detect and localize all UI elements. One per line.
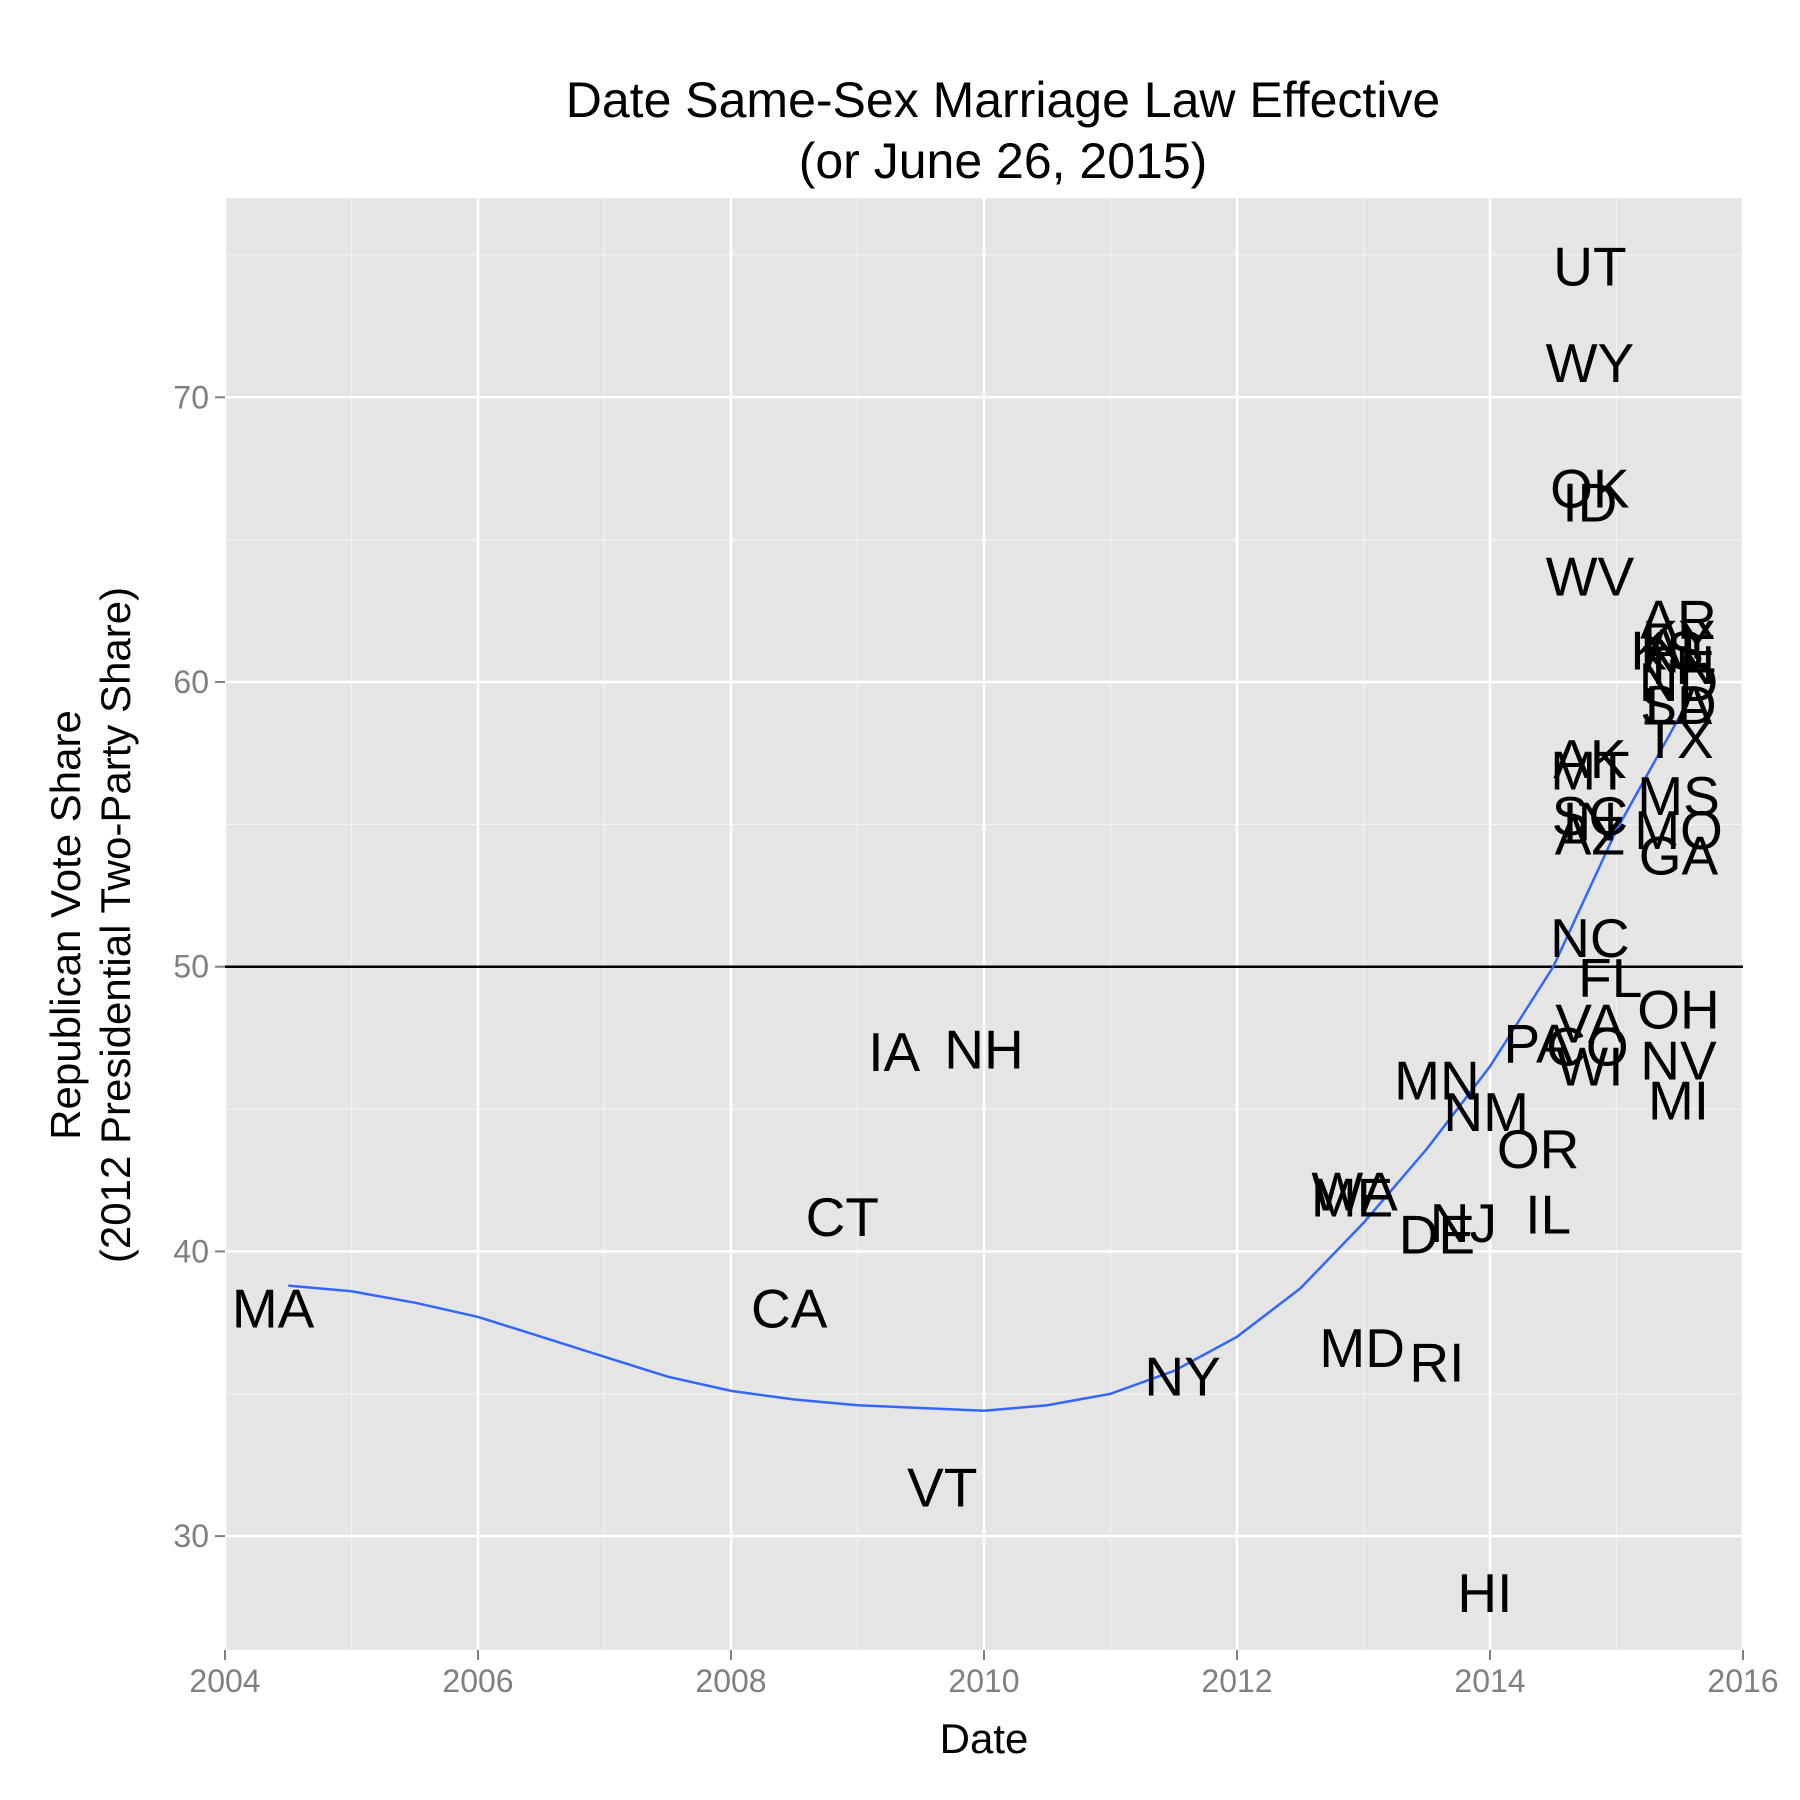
x-tick-label: 2006	[442, 1663, 513, 1699]
state-label-nv: NV	[1640, 1030, 1717, 1092]
state-label-ok: OK	[1550, 457, 1630, 519]
state-label-in: IN	[1562, 791, 1617, 853]
state-label-ms: MS	[1637, 765, 1720, 827]
y-tick-label: 70	[173, 379, 209, 415]
state-label-va: VA	[1555, 993, 1625, 1055]
axes: 2004 2006 2008 2010 2012 2014 2016 30 40 50 60 70	[173, 379, 1778, 1699]
state-label-la: LA	[1645, 674, 1713, 736]
state-label-co: CO	[1546, 1015, 1629, 1077]
state-label-ca: CA	[751, 1277, 828, 1339]
state-label-ga: GA	[1639, 825, 1719, 887]
state-label-mi: MI	[1648, 1070, 1709, 1132]
grid-lines	[223, 198, 1745, 1650]
state-label-de: DE	[1399, 1203, 1475, 1265]
state-label-ia: IA	[868, 1021, 920, 1083]
state-label-nh: NH	[944, 1018, 1023, 1080]
state-label-wy: WY	[1546, 332, 1635, 394]
x-tick-label: 2012	[1201, 1663, 1272, 1699]
state-label-mo: MO	[1634, 799, 1723, 861]
state-label-oh: OH	[1637, 978, 1720, 1040]
x-tick-label: 2010	[948, 1663, 1019, 1699]
state-label-ut: UT	[1553, 235, 1626, 297]
state-label-ri: RI	[1409, 1331, 1464, 1393]
state-label-pa: PA	[1503, 1013, 1573, 1075]
chart-title: Date Same-Sex Marriage Law Effective (or…	[566, 72, 1440, 189]
state-label-hi: HI	[1457, 1562, 1512, 1624]
state-label-ak: AK	[1553, 728, 1627, 790]
state-label-nc: NC	[1550, 907, 1629, 969]
state-label-vt: VT	[907, 1457, 977, 1519]
state-label-il: IL	[1525, 1183, 1571, 1245]
state-label-sd: SD	[1640, 674, 1716, 736]
smooth-trend-line	[288, 715, 1681, 1413]
state-label-ct: CT	[806, 1186, 879, 1248]
state-label-ny: NY	[1144, 1346, 1220, 1408]
state-label-or: OR	[1497, 1118, 1580, 1180]
state-label-me: ME	[1311, 1166, 1394, 1228]
state-label-nd: ND	[1639, 651, 1718, 713]
state-label-ma: MA	[232, 1277, 315, 1339]
state-label-ar: AR	[1640, 588, 1716, 650]
chart-title-line-2: (or June 26, 2015)	[799, 133, 1208, 189]
chart-title-line-1: Date Same-Sex Marriage Law Effective	[566, 72, 1440, 128]
state-label-id: ID	[1562, 472, 1617, 534]
state-label-az: AZ	[1555, 805, 1625, 867]
y-tick-label: 40	[173, 1233, 209, 1269]
y-tick-label: 60	[173, 664, 209, 700]
state-label-ky: KY	[1642, 608, 1715, 670]
state-label-ne: NE	[1640, 623, 1716, 685]
y-tick-label: 30	[173, 1518, 209, 1554]
state-label-tn: TN	[1642, 634, 1715, 696]
state-label-fl: FL	[1578, 947, 1642, 1009]
state-label-sc: SC	[1552, 785, 1628, 847]
y-axis-title-line-1: Republican Vote Share	[42, 710, 89, 1140]
y-axis-title: Republican Vote Share (2012 Presidential…	[42, 587, 139, 1263]
state-label-al: AL	[1645, 617, 1712, 679]
x-tick-label: 2004	[189, 1663, 260, 1699]
state-label-mt: MT	[1550, 739, 1629, 801]
state-label-nm: NM	[1443, 1081, 1529, 1143]
state-label-md: MD	[1319, 1317, 1405, 1379]
state-label-nj: NJ	[1430, 1192, 1497, 1254]
state-label-mn: MN	[1394, 1050, 1480, 1112]
state-label-wa: WA	[1311, 1161, 1398, 1223]
state-label-wi: WI	[1556, 1035, 1623, 1097]
x-axis-title: Date	[940, 1715, 1029, 1762]
x-tick-label: 2016	[1707, 1663, 1778, 1699]
state-label-ks: KS	[1630, 620, 1703, 682]
y-tick-label: 50	[173, 949, 209, 985]
state-label-tx: TX	[1643, 708, 1713, 770]
x-tick-label: 2014	[1454, 1663, 1525, 1699]
y-axis-title-line-2: (2012 Presidential Two-Party Share)	[92, 587, 139, 1263]
x-tick-label: 2008	[695, 1663, 766, 1699]
state-label-wv: WV	[1546, 546, 1635, 608]
